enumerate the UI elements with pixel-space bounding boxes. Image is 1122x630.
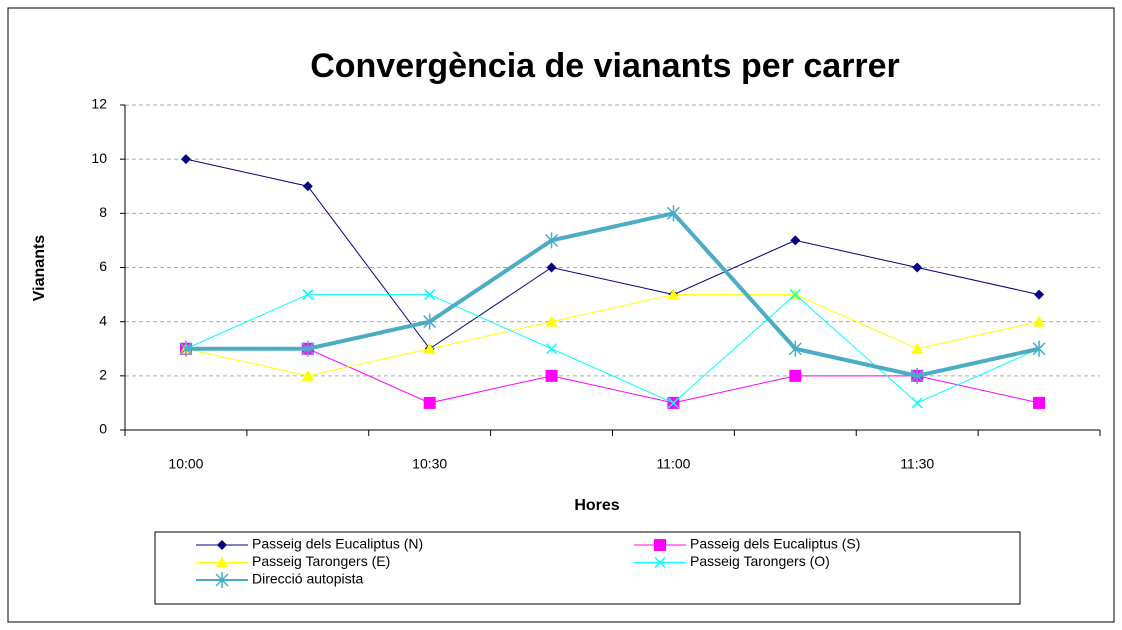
y-tick-label: 12 bbox=[91, 96, 107, 112]
chart-title: Convergència de vianants per carrer bbox=[310, 47, 900, 85]
legend-label: Passeig Tarongers (O) bbox=[690, 553, 830, 569]
legend-label: Passeig Tarongers (E) bbox=[252, 553, 390, 569]
data-point bbox=[667, 288, 680, 300]
legend-marker bbox=[217, 540, 227, 550]
series-line bbox=[185, 348, 1040, 404]
data-point bbox=[302, 289, 314, 301]
data-point bbox=[910, 367, 924, 384]
data-point bbox=[423, 313, 437, 330]
data-point bbox=[545, 369, 558, 382]
legend-marker bbox=[654, 556, 666, 569]
data-point bbox=[666, 205, 680, 222]
legend-label: Passeig dels Eucaliptus (N) bbox=[252, 536, 423, 552]
data-point bbox=[911, 397, 923, 409]
y-tick-label: 10 bbox=[91, 150, 107, 166]
y-tick-label: 4 bbox=[99, 312, 107, 328]
data-point bbox=[302, 181, 313, 192]
legend-label: Direcció autopista bbox=[252, 571, 363, 587]
data-point bbox=[1033, 315, 1046, 327]
data-point bbox=[1034, 289, 1045, 300]
data-point bbox=[180, 154, 191, 165]
y-axis-label: Vianants bbox=[31, 235, 48, 302]
data-point bbox=[789, 289, 801, 301]
x-tick-label: 11:00 bbox=[656, 456, 690, 472]
data-point bbox=[301, 369, 314, 381]
x-tick-label: 10:30 bbox=[412, 456, 447, 472]
data-point bbox=[1033, 396, 1046, 409]
data-point bbox=[788, 340, 802, 357]
data-point bbox=[667, 397, 679, 409]
data-point bbox=[1032, 340, 1046, 357]
data-point bbox=[911, 342, 924, 354]
data-point bbox=[789, 369, 802, 382]
data-point bbox=[424, 289, 436, 301]
chart-frame bbox=[7, 7, 1115, 623]
data-point bbox=[545, 232, 559, 249]
data-point bbox=[545, 315, 558, 327]
series-line bbox=[185, 293, 1040, 404]
legend-marker bbox=[654, 539, 666, 551]
x-tick-label: 10:00 bbox=[168, 456, 203, 472]
legend-label: Passeig dels Eucaliptus (S) bbox=[690, 536, 860, 552]
legend-marker bbox=[216, 556, 228, 568]
x-tick-label: 11:30 bbox=[900, 456, 934, 472]
legend-marker bbox=[215, 572, 229, 588]
data-point bbox=[790, 235, 801, 246]
data-point bbox=[912, 262, 923, 273]
x-axis-label: Hores bbox=[574, 497, 619, 514]
data-point bbox=[546, 343, 558, 355]
y-tick-label: 0 bbox=[99, 421, 107, 437]
y-tick-label: 6 bbox=[99, 258, 107, 274]
data-point bbox=[179, 340, 193, 357]
series-line bbox=[185, 158, 1040, 350]
y-tick-label: 8 bbox=[99, 204, 107, 220]
legend-box bbox=[154, 531, 1021, 605]
y-tick-label: 2 bbox=[99, 367, 107, 383]
series-line bbox=[185, 294, 1040, 377]
data-point bbox=[423, 342, 436, 354]
data-point bbox=[301, 340, 315, 357]
data-point bbox=[423, 396, 436, 409]
series-line bbox=[185, 211, 1040, 378]
data-point bbox=[546, 262, 557, 273]
